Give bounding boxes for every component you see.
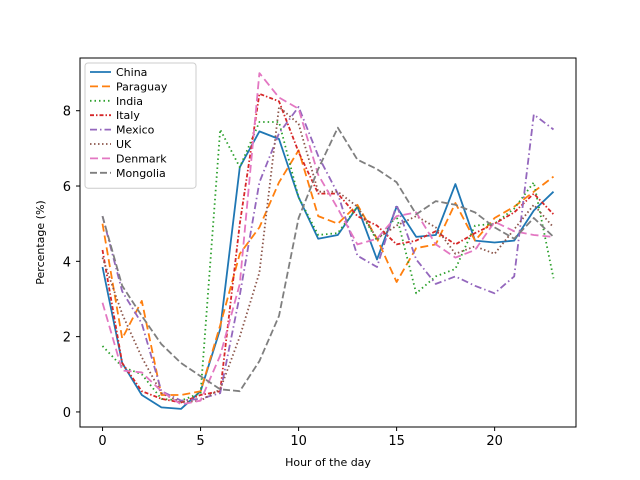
x-tick-label: 15 (388, 434, 405, 449)
legend-label: Italy (116, 109, 140, 122)
legend-box (84, 62, 197, 189)
y-tick-label: 2 (63, 331, 71, 346)
x-axis: 0 5 10 15 20 (98, 427, 503, 449)
series-lines (101, 72, 555, 410)
legend-label: Denmark (116, 152, 167, 165)
y-axis-label: Percentage (%) (34, 200, 47, 284)
y-axis: 0 2 4 6 8 (63, 105, 80, 421)
legend-label: India (116, 95, 143, 108)
series-line-mongolia (101, 126, 555, 393)
legend-label: UK (116, 138, 132, 151)
y-tick-label: 0 (63, 406, 71, 421)
series-line-mexico (101, 106, 555, 402)
y-tick-label: 6 (63, 180, 71, 195)
x-tick-label: 20 (486, 434, 503, 449)
x-axis-label: Hour of the day (285, 456, 371, 469)
legend-label: Paraguay (116, 80, 168, 93)
y-tick-label: 4 (63, 255, 71, 270)
legend-label: Mexico (116, 124, 155, 137)
x-tick-label: 0 (98, 434, 106, 449)
legend-label: China (116, 66, 147, 79)
x-tick-label: 10 (290, 434, 307, 449)
y-tick-label: 8 (63, 105, 71, 120)
plot-frame (79, 57, 577, 428)
series-line-china (101, 130, 555, 410)
series-line-india (101, 121, 555, 402)
series-line-denmark (101, 72, 554, 406)
x-tick-label: 5 (196, 434, 204, 449)
series-line-paraguay (101, 149, 555, 396)
legend-label: Mongolia (116, 167, 166, 180)
